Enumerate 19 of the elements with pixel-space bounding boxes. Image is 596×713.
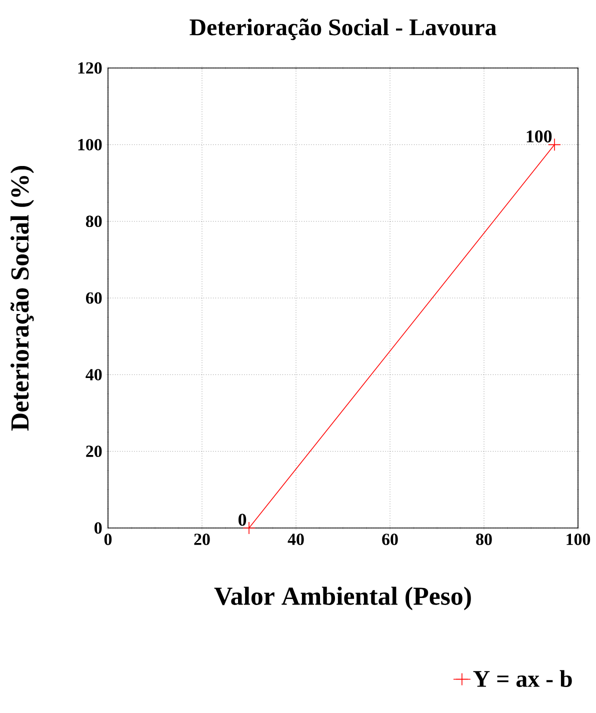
y-tick-label: 0 (94, 522, 102, 534)
x-tick-label: 40 (288, 534, 304, 546)
x-tick-label: 100 (566, 534, 590, 546)
x-tick-label: 0 (104, 534, 112, 546)
y-tick-label: 20 (86, 446, 102, 458)
chart-title: Deterioração Social - Lavoura (190, 18, 496, 40)
data-label: 100 (526, 130, 552, 142)
y-tick-label: 100 (78, 138, 102, 150)
x-tick-label: 80 (476, 534, 492, 546)
y-tick-label: 120 (78, 62, 102, 74)
x-axis-title: Valor Ambiental (Peso) (214, 586, 471, 610)
x-tick-label: 60 (382, 534, 398, 546)
y-tick-label: 80 (86, 216, 102, 228)
y-tick-label: 60 (86, 292, 102, 304)
y-axis-title: Deterioração Social (%) (10, 166, 34, 431)
data-label: 0 (238, 514, 246, 526)
legend-label: Y = ax - b (473, 670, 572, 688)
y-tick-label: 40 (86, 368, 102, 380)
x-tick-label: 20 (194, 534, 210, 546)
